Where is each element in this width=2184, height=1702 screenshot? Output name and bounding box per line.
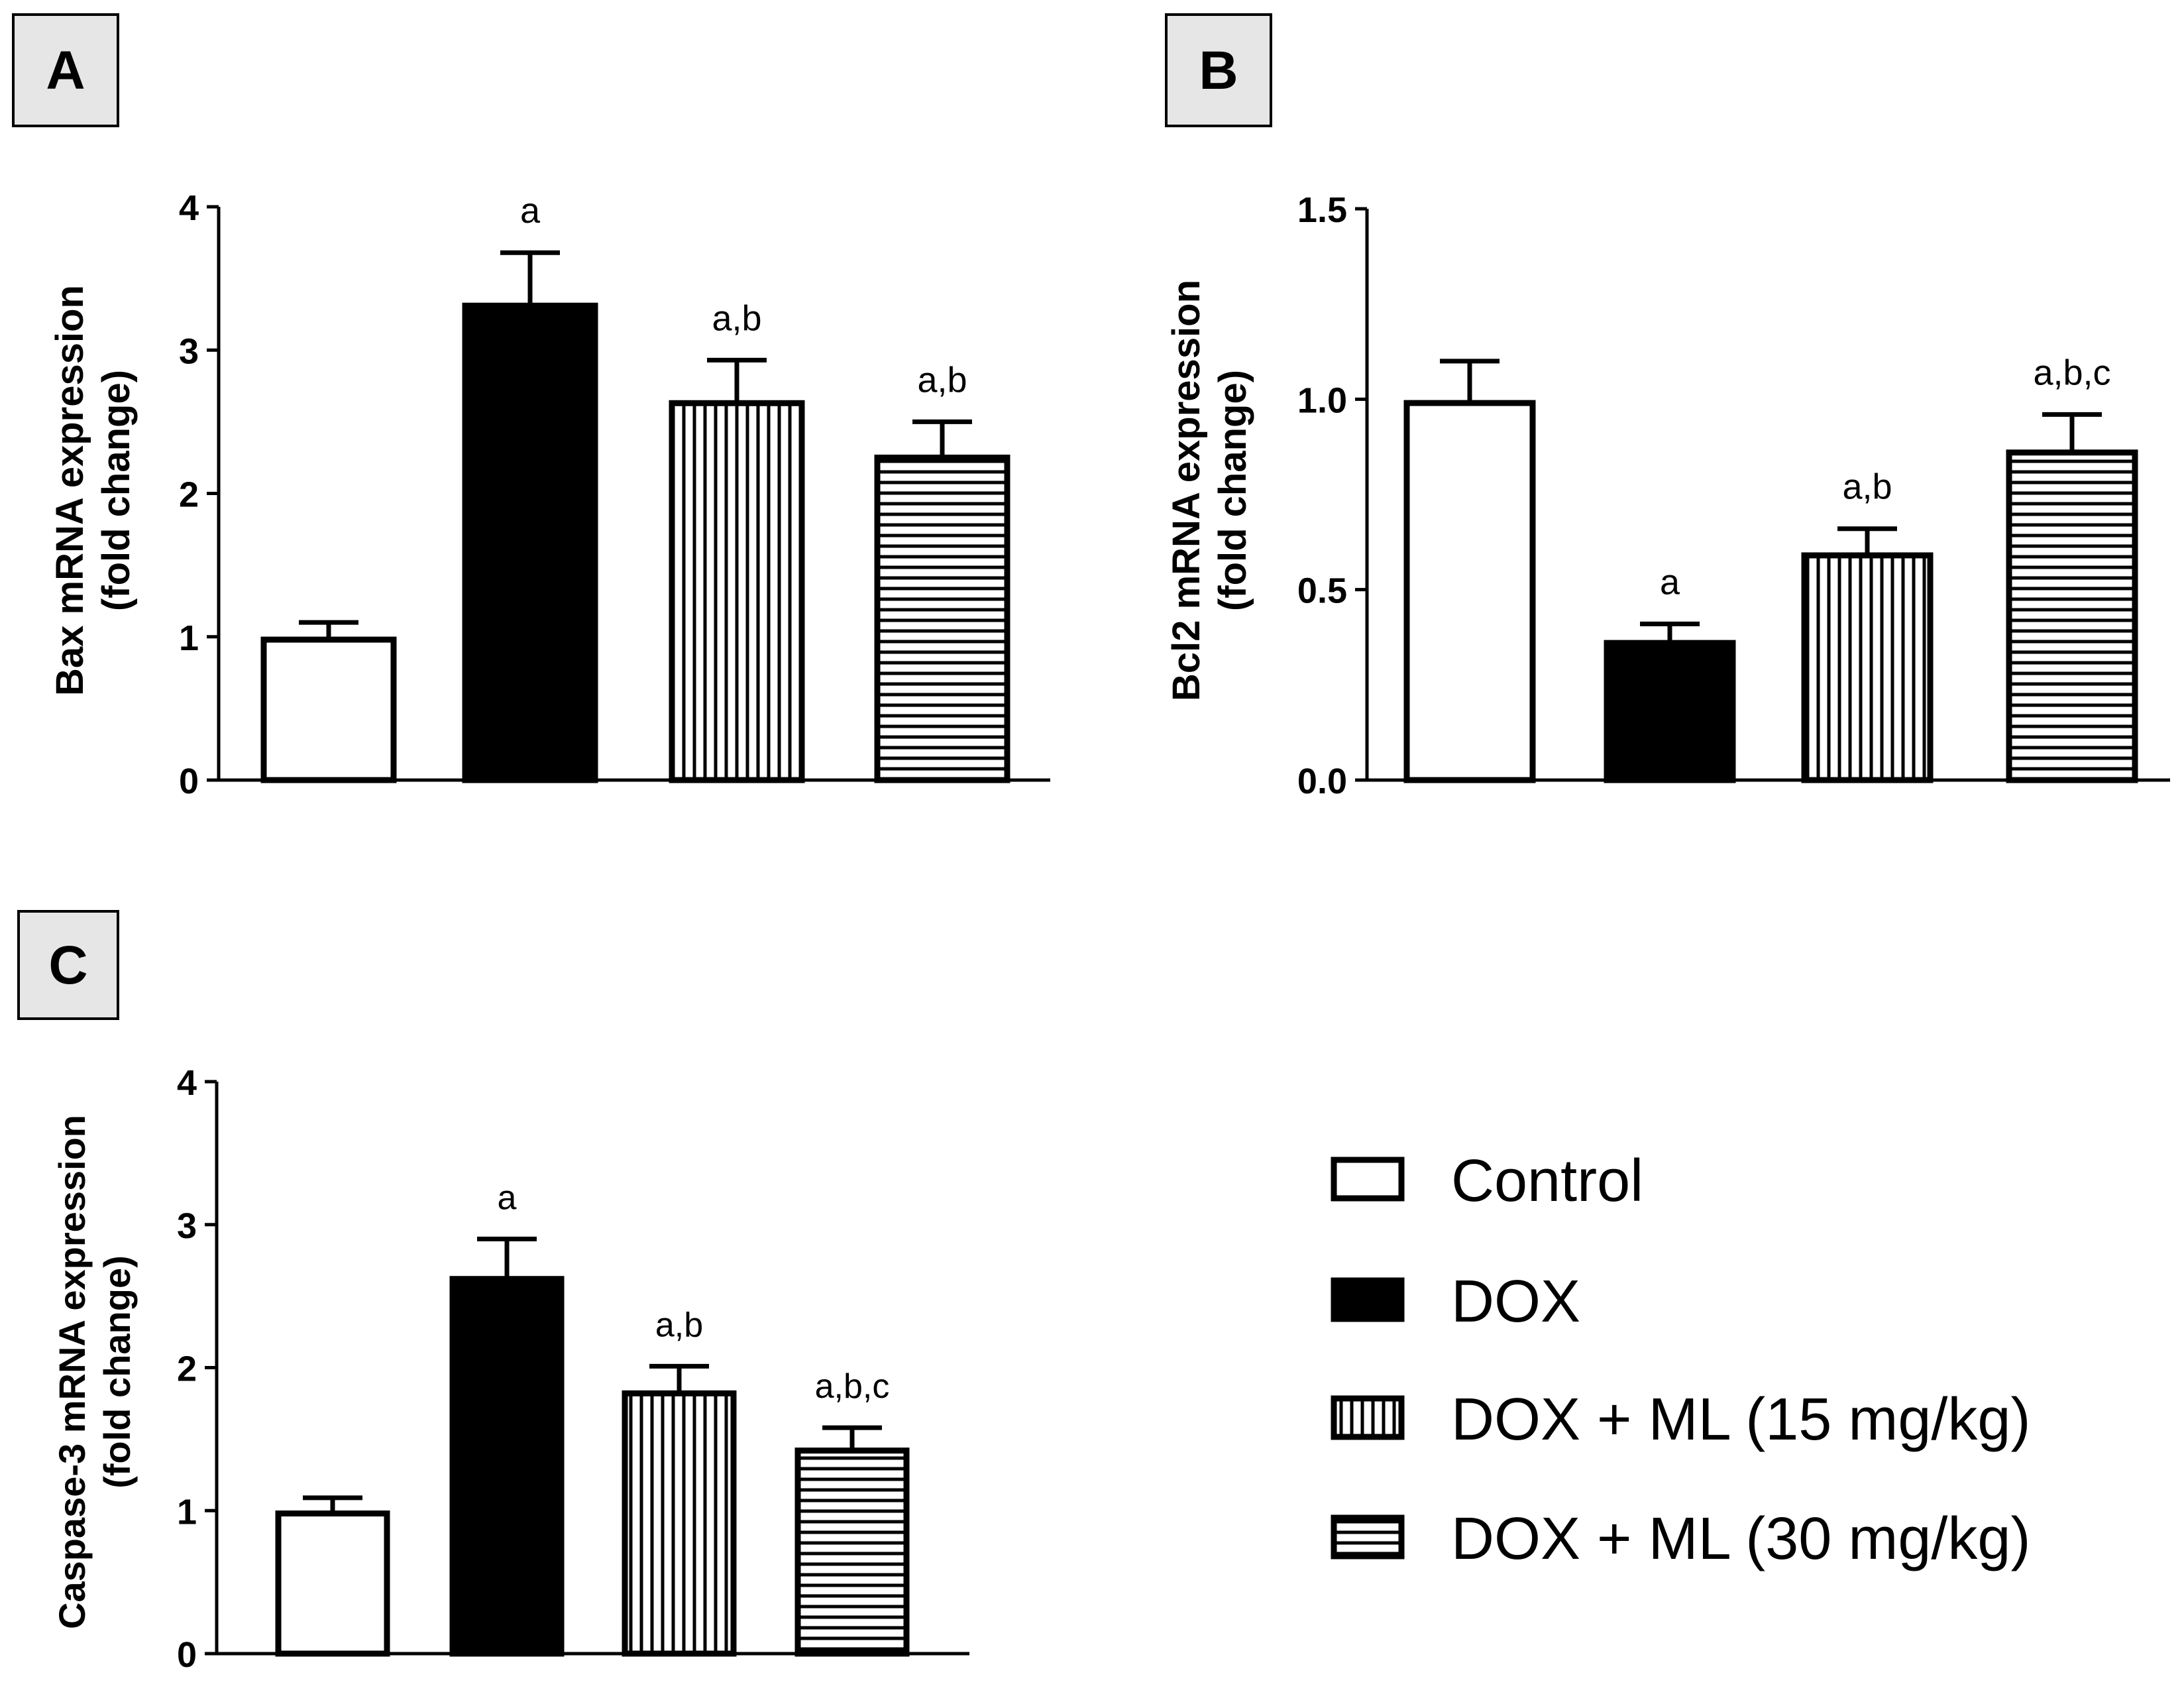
y-tick-label: 4 [179,188,199,228]
panel-label-box [17,910,119,1020]
panel-label-box [12,13,119,127]
significance-label: a [498,1178,517,1217]
bar-dox [1604,640,1736,783]
panel-c: C Caspase-3 mRNA expression (fold change… [17,910,969,1675]
panel-label: A [46,40,85,101]
bar-control [260,636,397,783]
y-tick-label: 2 [179,475,199,515]
significance-label: a,b,c [2033,353,2110,392]
y-tick-label: 1.5 [1297,190,1347,230]
legend-item: DOX [1331,1269,1580,1335]
panel-a: A Bax mRNA expression (fold change) 0 1 2 3… [12,13,1050,801]
significance-label: a,b [655,1306,703,1344]
y-tick-label: 2 [177,1349,197,1389]
bar-dox [462,302,598,783]
significance-label: a [520,191,541,231]
plot-area: 0.0 0.5 1.0 1.5 a a,b a,b,c [1297,190,2170,801]
bar-dox-ml-30 [2006,449,2138,783]
y-tick-label: 1.0 [1297,380,1347,420]
bar-dox [449,1276,565,1657]
y-tick-label: 4 [177,1063,197,1103]
bar-control [1403,400,1536,783]
legend-swatch-ml15 [1331,1395,1405,1440]
y-tick-label: 0.5 [1297,571,1347,611]
bar-dox-ml-30 [874,454,1010,783]
legend: Control DOX DOX + ML (15 mg/kg) DOX + ML… [1331,1148,2030,1572]
bar-dox-ml-15 [669,400,805,783]
y-tick-label: 0 [179,762,199,801]
legend-swatch-ml30 [1331,1514,1405,1560]
significance-label: a [1660,562,1680,602]
y-axis-title-line2: (fold change) [96,1255,138,1489]
y-axis-title: Bax mRNA expression (fold change) [48,285,138,696]
y-tick-label: 1 [177,1492,197,1532]
y-tick-label: 3 [177,1206,197,1246]
legend-item: Control [1331,1148,1643,1214]
y-tick-label: 1 [179,618,199,658]
bar-dox-ml-15 [622,1390,737,1657]
legend-swatch-dox [1331,1277,1405,1322]
y-axis-title-line1: Bcl2 mRNA expression [1165,280,1208,701]
legend-label: Control [1451,1148,1643,1214]
legend-item: DOX + ML (15 mg/kg) [1331,1387,2030,1453]
legend-label: DOX + ML (30 mg/kg) [1451,1506,2030,1572]
y-tick-label: 0.0 [1297,762,1347,801]
panel-label: B [1199,40,1238,101]
y-axis-title: Bcl2 mRNA expression (fold change) [1165,280,1254,701]
y-axis-title-line2: (fold change) [95,370,138,611]
legend-label: DOX [1451,1269,1580,1335]
y-tick-label: 0 [177,1635,197,1675]
y-tick-label: 3 [179,331,199,371]
significance-label: a,b [917,360,967,400]
legend-swatch-control [1331,1157,1405,1202]
panel-label-box [1165,13,1272,127]
y-axis-title-line1: Caspase-3 mRNA expression [51,1115,93,1629]
bar-control [275,1510,390,1657]
significance-label: a,b [1842,467,1892,507]
plot-area: 0 1 2 3 4 a a,b a,b [179,188,1050,801]
panel-label: C [48,935,87,995]
legend-label: DOX + ML (15 mg/kg) [1451,1387,2030,1453]
y-axis-title-line2: (fold change) [1211,370,1254,611]
plot-area: 0 1 2 3 4 a a,b a,b,c [177,1063,969,1675]
legend-item: DOX + ML (30 mg/kg) [1331,1506,2030,1572]
bar-dox-ml-15 [1801,552,1934,783]
y-axis-title: Caspase-3 mRNA expression (fold change) [51,1115,138,1629]
bar-dox-ml-30 [794,1447,910,1657]
significance-label: a,b,c [815,1367,890,1406]
panel-b: B Bcl2 mRNA expression (fold change) 0.0… [1165,13,2170,801]
significance-label: a,b [712,298,761,338]
y-axis-title-line1: Bax mRNA expression [48,285,91,696]
